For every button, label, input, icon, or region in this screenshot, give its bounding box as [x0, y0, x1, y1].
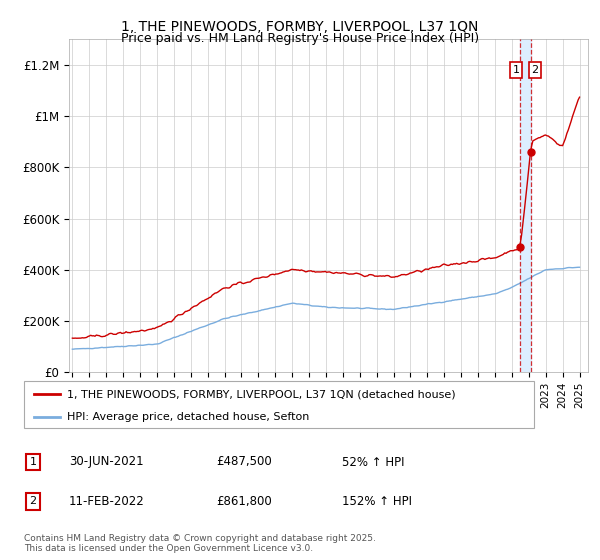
Text: 11-FEB-2022: 11-FEB-2022 — [69, 494, 145, 508]
Text: 1: 1 — [512, 65, 520, 75]
Text: £487,500: £487,500 — [216, 455, 272, 469]
Bar — [520, 39, 530, 372]
Text: Price paid vs. HM Land Registry's House Price Index (HPI): Price paid vs. HM Land Registry's House … — [121, 32, 479, 45]
FancyBboxPatch shape — [24, 381, 534, 428]
Text: 2: 2 — [532, 65, 539, 75]
Text: HPI: Average price, detached house, Sefton: HPI: Average price, detached house, Seft… — [67, 412, 310, 422]
Text: 2: 2 — [29, 496, 37, 506]
Text: £861,800: £861,800 — [216, 494, 272, 508]
Text: 152% ↑ HPI: 152% ↑ HPI — [342, 494, 412, 508]
Text: Contains HM Land Registry data © Crown copyright and database right 2025.
This d: Contains HM Land Registry data © Crown c… — [24, 534, 376, 553]
Text: 1, THE PINEWOODS, FORMBY, LIVERPOOL, L37 1QN: 1, THE PINEWOODS, FORMBY, LIVERPOOL, L37… — [121, 20, 479, 34]
Text: 52% ↑ HPI: 52% ↑ HPI — [342, 455, 404, 469]
Text: 1: 1 — [29, 457, 37, 467]
Text: 30-JUN-2021: 30-JUN-2021 — [69, 455, 143, 469]
Text: 1, THE PINEWOODS, FORMBY, LIVERPOOL, L37 1QN (detached house): 1, THE PINEWOODS, FORMBY, LIVERPOOL, L37… — [67, 389, 456, 399]
